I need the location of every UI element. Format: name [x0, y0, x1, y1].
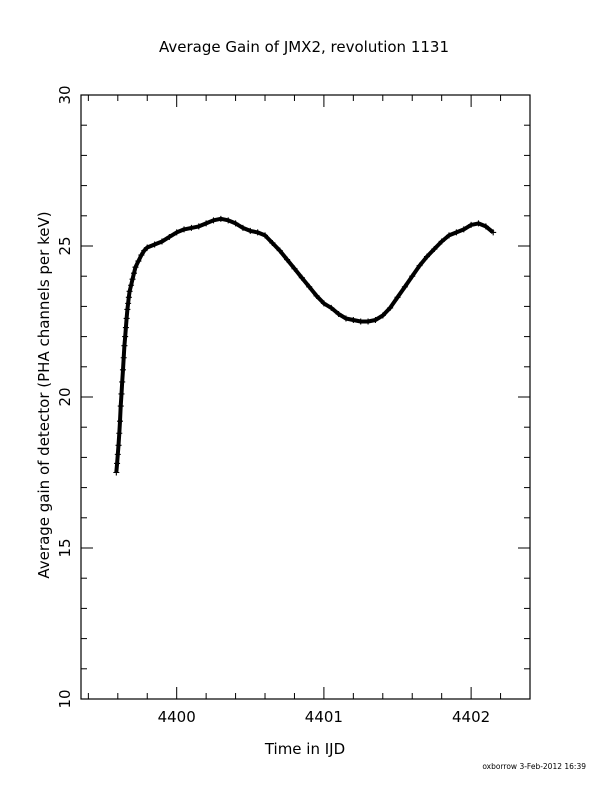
- x-tick-label: 4401: [305, 708, 343, 726]
- x-axis-label: Time in IJD: [264, 740, 345, 758]
- y-tick-label: 15: [56, 538, 74, 557]
- y-tick-label: 20: [56, 387, 74, 406]
- footer-stamp: oxborrow 3-Feb-2012 16:39: [482, 762, 586, 771]
- axis-ticks: [81, 94, 531, 700]
- y-tick-label: 30: [56, 85, 74, 104]
- axis-tick-labels: 10 15 20 25 30 4400 4401 4402: [56, 85, 490, 726]
- data-points: [113, 215, 497, 476]
- x-tick-label: 4402: [452, 708, 490, 726]
- x-tick-label: 4400: [158, 708, 196, 726]
- y-tick-label: 25: [56, 236, 74, 255]
- chart-title: Average Gain of JMX2, revolution 1131: [159, 38, 449, 56]
- y-axis-label: Average gain of detector (PHA channels p…: [35, 211, 53, 578]
- y-tick-label: 10: [56, 689, 74, 708]
- data-series-band: [114, 216, 495, 473]
- plot-frame: [80, 94, 531, 700]
